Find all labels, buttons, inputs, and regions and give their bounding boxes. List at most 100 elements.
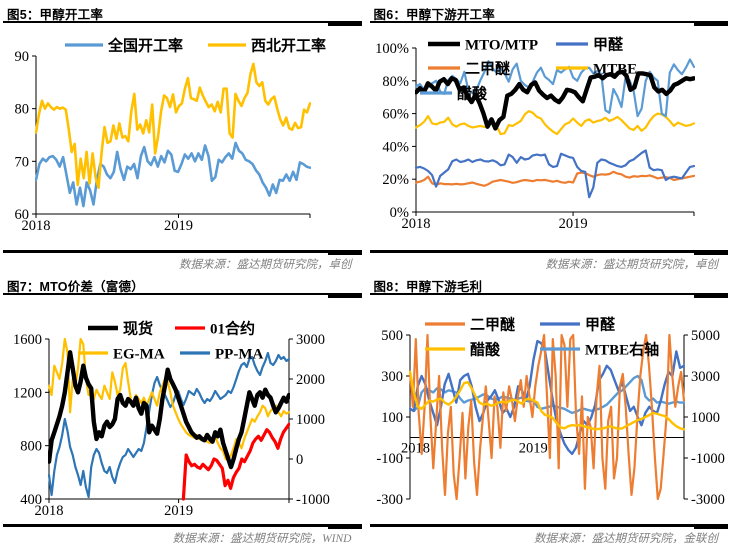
- axes: [411, 47, 694, 216]
- svg-text:500: 500: [381, 328, 403, 344]
- series-3: [48, 351, 290, 499]
- svg-text:MTBE右轴: MTBE右轴: [585, 341, 659, 359]
- svg-text:2019: 2019: [164, 503, 193, 519]
- series-2: [48, 337, 290, 462]
- series-2: [414, 170, 695, 187]
- series-lines: [414, 58, 695, 199]
- figure7-canvas: 1600 1200 800 400 3000 2000 1000 0 -1000 2018 2019…: [13, 320, 330, 520]
- legend: 全国开工率 西北开工率: [65, 37, 326, 55]
- figure5-source: 数据来源：盛达期货研究院，卓创: [179, 259, 352, 271]
- svg-text:80: 80: [15, 102, 30, 118]
- svg-text:-1000: -1000: [296, 492, 330, 508]
- series-0: [414, 69, 695, 131]
- svg-text:-3000: -3000: [691, 492, 725, 508]
- series-lines: [48, 337, 290, 501]
- svg-text:-300: -300: [376, 492, 403, 508]
- legend: 现货 01合约 EG-MA PP-MA: [78, 320, 263, 363]
- svg-text:100: 100: [381, 410, 403, 426]
- svg-text:现货: 现货: [123, 320, 153, 338]
- series-lines: [35, 62, 311, 208]
- bottom-divider: [3, 524, 362, 529]
- svg-text:2018: 2018: [35, 503, 64, 519]
- svg-text:二甲醚: 二甲醚: [465, 60, 510, 78]
- series-0: [35, 141, 311, 208]
- series-1: [414, 149, 695, 199]
- svg-text:40%: 40%: [382, 139, 409, 155]
- svg-text:EG-MA: EG-MA: [113, 347, 165, 363]
- svg-text:醋酸: 醋酸: [470, 341, 501, 359]
- svg-text:MTO/MTP: MTO/MTP: [465, 38, 538, 54]
- figure7-source: 数据来源：盛达期货研究院，WIND: [172, 533, 352, 543]
- figure5-panel: 图5：甲醇开工率 90 80 70 60 2018 2019 全国开工率 西北开工率 数据来源…: [3, 0, 362, 272]
- title-divider: [369, 293, 728, 298]
- svg-text:90: 90: [15, 49, 30, 65]
- figure8-canvas: 500 300 100 -100 -300 5000 3000 1000 -1000 -3000 2…: [376, 316, 725, 509]
- figure7-chart: 1600 1200 800 400 3000 2000 1000 0 -1000 2018 2019…: [3, 298, 362, 524]
- svg-text:5000: 5000: [691, 328, 720, 344]
- svg-text:0%: 0%: [389, 205, 408, 221]
- svg-text:甲醛: 甲醛: [593, 36, 624, 54]
- svg-text:1200: 1200: [13, 385, 42, 401]
- title-divider: [3, 21, 362, 26]
- series-1: [35, 62, 311, 189]
- svg-text:2018: 2018: [400, 441, 429, 457]
- svg-text:800: 800: [20, 439, 42, 455]
- figure5-chart: 90 80 70 60 2018 2019 全国开工率 西北开工率: [3, 26, 362, 250]
- svg-text:-1000: -1000: [691, 451, 725, 467]
- series-2: [408, 370, 685, 431]
- svg-text:2018: 2018: [22, 218, 51, 234]
- svg-text:PP-MA: PP-MA: [215, 347, 263, 363]
- figure6-chart: 100% 80% 60% 40% 20% 0% 2018 2019 MTO/MTP 甲醛 二甲醚 MT…: [370, 26, 729, 250]
- svg-text:二甲醚: 二甲醚: [470, 316, 515, 334]
- svg-text:60: 60: [15, 207, 30, 223]
- figure6-panel: 图6：甲醇下游开工率 100% 80% 60% 40% 20% 0% 2018 2019 MTO…: [369, 0, 729, 272]
- title-divider: [3, 293, 362, 298]
- series-3: [414, 109, 695, 136]
- svg-text:2019: 2019: [164, 218, 193, 234]
- bottom-divider: [369, 524, 728, 529]
- svg-text:20%: 20%: [382, 172, 409, 188]
- svg-text:1000: 1000: [691, 410, 720, 426]
- svg-text:300: 300: [381, 369, 403, 385]
- svg-text:2000: 2000: [296, 372, 325, 388]
- svg-text:醋酸: 醋酸: [457, 85, 488, 103]
- figure7-panel: 图7：MTO价差（富德） 1600 1200 800 400 3000 2000 1000 0…: [3, 272, 362, 543]
- svg-text:2019: 2019: [518, 441, 547, 457]
- figure5-title: 图5：甲醇开工率: [7, 8, 104, 22]
- figure8-panel: 图8：甲醇下游毛利 500 300 100 -100 -300 5000 3000 1000 -…: [369, 272, 729, 543]
- series-0: [408, 333, 685, 501]
- axes: [32, 55, 311, 218]
- svg-text:400: 400: [20, 492, 42, 508]
- svg-text:3000: 3000: [296, 332, 325, 348]
- svg-text:全国开工率: 全国开工率: [107, 37, 183, 55]
- figure8-chart: 500 300 100 -100 -300 5000 3000 1000 -1000 -3000 2…: [370, 298, 729, 524]
- figure8-source: 数据来源：盛达期货研究院，金联创: [534, 533, 718, 543]
- title-divider: [369, 21, 728, 26]
- svg-text:60%: 60%: [382, 107, 409, 123]
- series-0: [48, 350, 290, 470]
- svg-text:2019: 2019: [558, 216, 587, 232]
- series-lines: [408, 333, 685, 501]
- svg-text:3000: 3000: [691, 369, 720, 385]
- figure7-title: 图7：MTO价差（富德）: [7, 280, 144, 294]
- svg-text:100%: 100%: [375, 41, 409, 57]
- series-1: [181, 422, 290, 501]
- bottom-divider: [3, 250, 362, 255]
- svg-text:MTBE: MTBE: [593, 62, 637, 78]
- svg-text:80%: 80%: [382, 74, 409, 90]
- svg-text:1000: 1000: [296, 412, 325, 428]
- svg-text:西北开工率: 西北开工率: [251, 37, 326, 55]
- bottom-divider: [369, 250, 728, 255]
- svg-text:2018: 2018: [401, 216, 430, 232]
- figure6-title: 图6：甲醇下游开工率: [373, 8, 495, 22]
- figure6-source: 数据来源：盛达期货研究院，卓创: [545, 259, 719, 271]
- svg-text:70: 70: [15, 154, 30, 170]
- svg-text:0: 0: [296, 452, 303, 468]
- svg-text:-100: -100: [376, 451, 403, 467]
- svg-text:01合约: 01合约: [210, 320, 255, 338]
